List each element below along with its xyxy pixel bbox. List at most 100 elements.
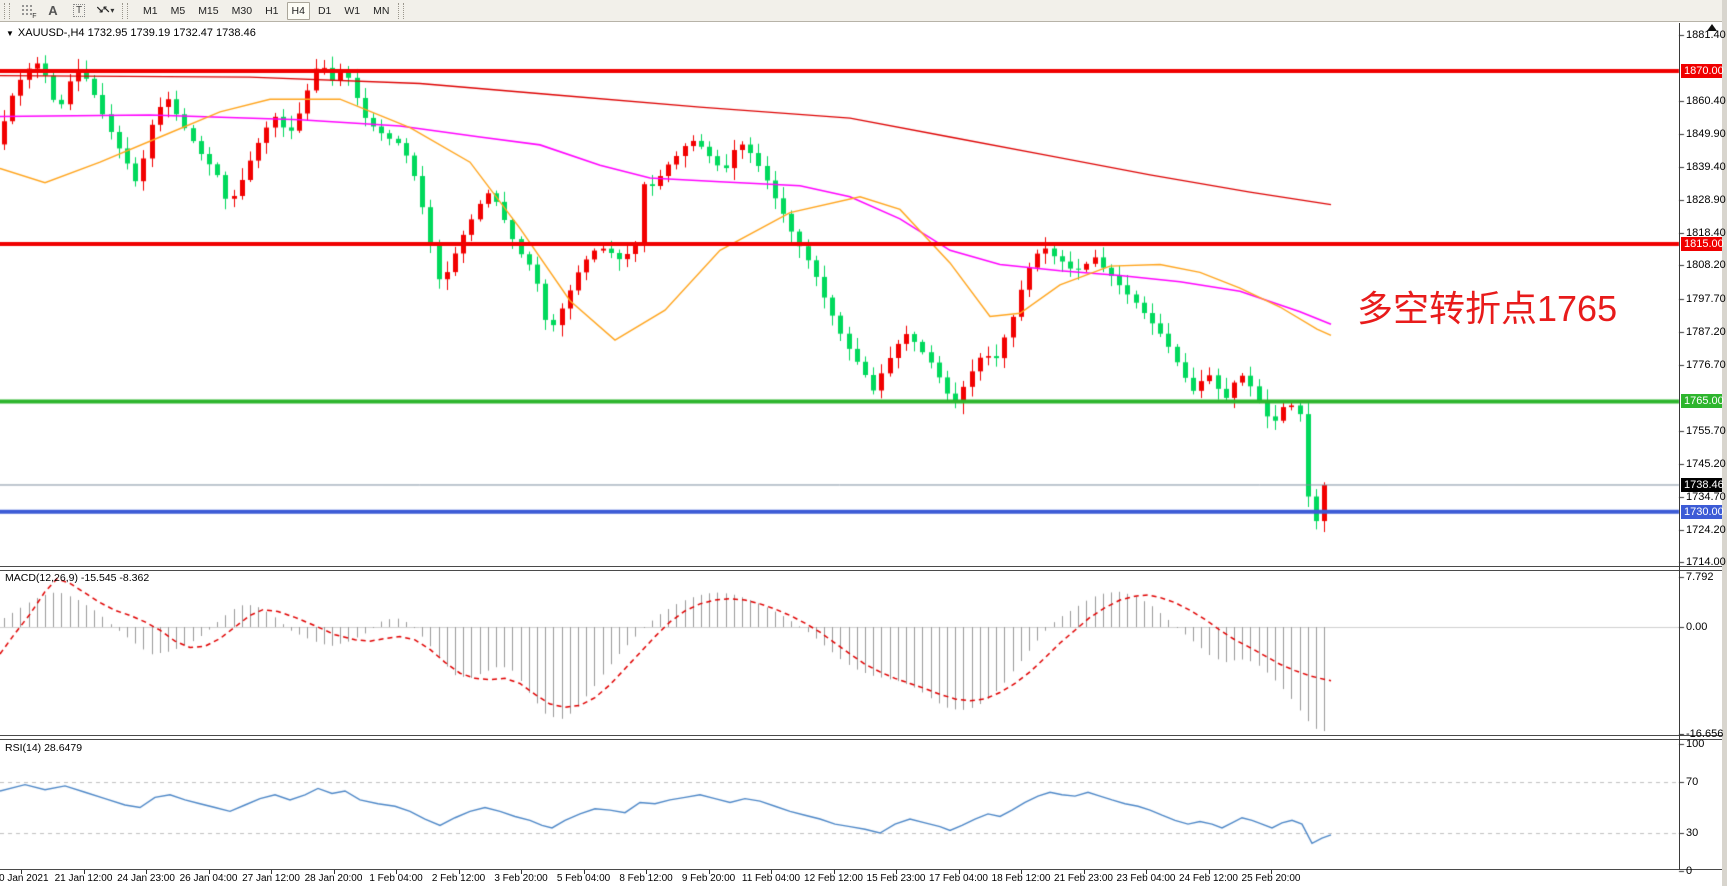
time-axis-label: 24 Feb 12:00 [1179,873,1238,884]
scroll-to-end-icon[interactable] [1707,24,1717,31]
price-tag-1870.00: 1870.00 [1681,63,1724,78]
rsi-tick-label: 30 [1686,827,1699,840]
price-tick-label: 1849.90 [1686,128,1726,141]
time-axis-tick [1146,870,1147,874]
timeframe-button-mn[interactable]: MN [373,4,390,17]
price-tick-label: 1776.70 [1686,358,1726,371]
toolbar-grip[interactable] [4,2,10,19]
text-a-icon: A [48,3,58,18]
price-tick-label: 1839.40 [1686,161,1726,174]
time-axis-tick [1271,870,1272,874]
time-axis-tick [958,870,960,874]
price-tick-label: 1860.40 [1686,95,1726,108]
time-axis-tick [521,870,522,874]
timeframe-button-d1[interactable]: D1 [317,4,332,17]
toolbar-grip[interactable] [122,2,128,19]
time-axis-tick [896,870,897,874]
time-axis-tick [1208,870,1210,874]
textbox-t-icon: T [72,4,86,17]
time-axis-label: 15 Feb 23:00 [866,873,926,884]
time-axis-label: 9 Feb 20:00 [681,873,736,884]
time-axis-label: 23 Feb 04:00 [1116,873,1176,884]
time-axis-label: 28 Jan 20:00 [304,873,363,884]
time-axis-label: 2 Feb 12:00 [431,873,486,884]
timeframe-button-h4[interactable]: H4 [286,1,310,20]
time-axis-tick [271,870,272,874]
time-axis-label: 8 Feb 12:00 [619,873,673,884]
timeframe-button-w1[interactable]: W1 [344,4,361,17]
text-tool-button[interactable]: A [42,2,64,20]
time-axis-tick [208,870,210,874]
timeframe-button-m1[interactable]: M1 [143,4,158,17]
timeframe-button-m30[interactable]: M30 [231,4,253,17]
text-label-tool-button[interactable]: T [68,2,90,20]
time-axis-tick [83,870,85,874]
time-axis-label: 27 Jan 12:00 [242,873,300,884]
price-tag-1765.00: 1765.00 [1681,394,1724,409]
price-tick-label: 1745.20 [1686,457,1726,470]
dropdown-caret-icon[interactable]: ▾ [110,6,115,15]
time-axis-label: 21 Feb 23:00 [1054,873,1113,884]
price-tick-label: 1787.20 [1686,325,1726,338]
rsi-tick-label: 70 [1686,776,1699,789]
time-axis-tick [708,870,710,874]
macd-tick-label: 7.792 [1686,570,1714,583]
time-axis-label: 1 Feb 04:00 [369,873,423,884]
time-axis-tick [771,870,772,874]
symbol-ohlc-text: XAUUSD-,H4 1732.95 1739.19 1732.47 1738.… [17,27,256,39]
time-axis-label: 11 Feb 04:00 [741,873,801,884]
panel-separator-macd[interactable] [0,566,1727,571]
time-axis-tick [646,870,647,874]
macd-tick-label: 0.00 [1686,621,1708,633]
macd-indicator-label: MACD(12,26,9) -15.545 -8.362 [5,572,150,584]
time-axis-tick [396,870,397,874]
time-axis-tick [1021,870,1022,874]
timeframe-button-m5[interactable]: M5 [170,4,186,17]
price-tick-label: 1755.70 [1686,424,1726,437]
price-tag-1738.46: 1738.46 [1681,477,1724,492]
symbol-dropdown-icon[interactable]: ▼ [6,29,14,38]
price-tick-label: 1714.00 [1686,556,1726,568]
time-axis-label: 3 Feb 20:00 [494,873,548,884]
price-tick-label: 1734.70 [1686,490,1726,503]
price-tag-1815.00: 1815.00 [1681,237,1724,252]
window-edge [1722,0,1727,886]
toolbar: F A T ↘↖ ▾ M1 M5 M15 M30 H1 H4 D1 W1 MN [0,0,1727,22]
price-tag-1730.00: 1730.00 [1681,504,1724,519]
price-tick-label: 1818.40 [1686,227,1726,240]
time-axis-tick [333,870,335,874]
time-axis-tick [583,870,585,874]
time-axis-label: 26 Jan 04:00 [179,873,238,884]
price-tick-label: 1828.90 [1686,194,1726,207]
toolbar-grip[interactable] [398,2,405,19]
time-axis-label: 17 Feb 04:00 [929,873,988,884]
rsi-indicator-label: RSI(14) 28.6479 [5,742,83,754]
timeframe-button-h1[interactable]: H1 [265,4,279,17]
time-axis-label: 21 Jan 12:00 [54,873,113,884]
time-axis-tick [458,870,460,874]
price-axis-border [1679,23,1680,870]
price-tick-label: 1724.20 [1686,523,1726,536]
time-axis-label: 25 Feb 20:00 [1241,873,1301,884]
arrows-icon: ↘↖ [95,5,111,16]
time-axis-tick [146,870,147,874]
rsi-tick-label: 0 [1686,865,1693,878]
time-axis-tick [21,870,22,874]
time-axis-tick [1083,870,1085,874]
arrows-tool-button[interactable]: ↘↖ ▾ [94,2,116,20]
fibonacci-grid-f-icon: F [20,4,37,20]
timeframe-group: M1 M5 M15 M30 H1 H4 D1 W1 MN [138,1,394,20]
price-tick-label: 1881.40 [1686,29,1726,41]
time-axis-label: 18 Feb 12:00 [991,873,1051,884]
rsi-tick-label: 100 [1686,737,1705,750]
fibonacci-grid-f-button[interactable]: F [16,2,38,20]
price-tick-label: 1797.70 [1686,292,1726,305]
time-axis-tick [833,870,835,874]
panel-separator-rsi[interactable] [0,735,1727,740]
time-axis-label: 24 Jan 23:00 [117,873,175,884]
time-axis-border [0,869,1727,870]
chart-annotation-text: 多空转折点1765 [1357,288,1618,329]
timeframe-button-m15[interactable]: M15 [198,4,219,17]
